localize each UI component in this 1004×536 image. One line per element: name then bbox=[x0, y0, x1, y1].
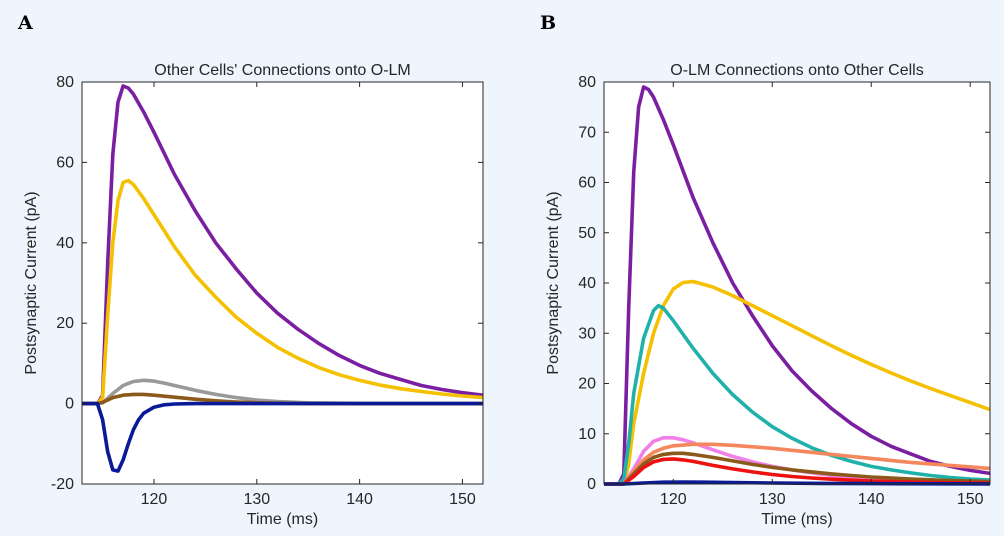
x-tick-label-b: 150 bbox=[957, 491, 984, 508]
plot-area-a bbox=[82, 82, 483, 484]
y-tick-label-a: 80 bbox=[56, 74, 74, 91]
y-tick-label-a: 60 bbox=[56, 154, 74, 171]
series-group-b bbox=[604, 85, 990, 486]
x-axis-label-a: Time (ms) bbox=[247, 511, 318, 528]
series-line-b-4 bbox=[604, 436, 990, 486]
y-tick-label-b: 30 bbox=[578, 325, 596, 342]
x-axis-label-b: Time (ms) bbox=[761, 511, 832, 528]
series-line-b-8 bbox=[604, 480, 990, 486]
chart-title-b: O-LM Connections onto Other Cells bbox=[670, 62, 923, 79]
series-line-b-7 bbox=[604, 457, 990, 486]
panel-label-a: A bbox=[18, 12, 33, 34]
y-tick-label-a: -20 bbox=[51, 476, 74, 493]
x-tick-label-a: 150 bbox=[449, 491, 476, 508]
plot-area-b bbox=[604, 82, 990, 484]
x-tick-label-b: 120 bbox=[660, 491, 687, 508]
series-line-b-3 bbox=[604, 303, 990, 486]
series-line-b-5 bbox=[604, 442, 990, 486]
series-group-a bbox=[82, 84, 483, 473]
series-line-a-1 bbox=[82, 84, 483, 406]
y-axis-label-b: Postsynaptic Current (pA) bbox=[545, 191, 562, 374]
y-tick-label-b: 20 bbox=[578, 376, 596, 393]
y-tick-label-b: 60 bbox=[578, 175, 596, 192]
x-tick-label-b: 140 bbox=[858, 491, 885, 508]
series-line-b-2 bbox=[604, 279, 990, 486]
axes-box-a bbox=[81, 81, 484, 485]
series-line-a-2 bbox=[82, 178, 483, 406]
y-tick-label-b: 50 bbox=[578, 225, 596, 242]
x-tick-label-a: 140 bbox=[346, 491, 373, 508]
y-tick-label-a: 40 bbox=[56, 235, 74, 252]
y-tick-label-a: 0 bbox=[65, 396, 74, 413]
series-line-a-5 bbox=[82, 401, 483, 473]
chart-title-a: Other Cells' Connections onto O-LM bbox=[154, 62, 411, 79]
y-tick-label-b: 80 bbox=[578, 74, 596, 91]
series-line-b-1 bbox=[604, 85, 990, 486]
x-tick-label-a: 130 bbox=[243, 491, 270, 508]
series-line-b-6 bbox=[604, 451, 990, 486]
x-tick-label-b: 130 bbox=[759, 491, 786, 508]
y-tick-label-b: 0 bbox=[587, 476, 596, 493]
y-axis-label-a: Postsynaptic Current (pA) bbox=[23, 191, 40, 374]
x-tick-label-a: 120 bbox=[141, 491, 168, 508]
y-tick-label-a: 20 bbox=[56, 315, 74, 332]
panel-label-b: B bbox=[540, 12, 557, 34]
y-tick-label-b: 40 bbox=[578, 275, 596, 292]
y-tick-label-b: 10 bbox=[578, 426, 596, 443]
y-tick-label-b: 70 bbox=[578, 124, 596, 141]
